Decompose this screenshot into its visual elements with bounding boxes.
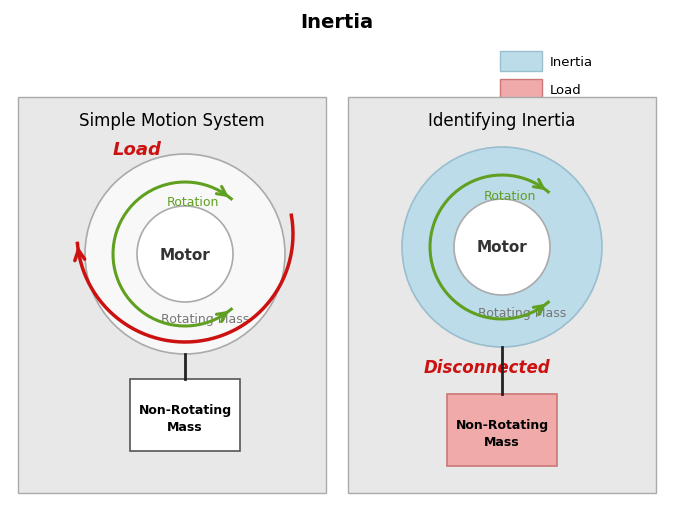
Text: Disconnected: Disconnected bbox=[424, 358, 550, 376]
Text: Non-Rotating: Non-Rotating bbox=[456, 419, 549, 432]
FancyBboxPatch shape bbox=[18, 98, 326, 493]
Circle shape bbox=[137, 207, 233, 302]
Text: Load: Load bbox=[113, 141, 162, 159]
Text: Rotating Mass: Rotating Mass bbox=[478, 306, 566, 319]
FancyBboxPatch shape bbox=[500, 80, 542, 100]
FancyBboxPatch shape bbox=[447, 394, 557, 466]
Text: Mass: Mass bbox=[484, 436, 520, 448]
Text: Motor: Motor bbox=[477, 240, 527, 255]
Circle shape bbox=[454, 199, 550, 295]
Text: Non-Rotating: Non-Rotating bbox=[138, 403, 232, 417]
Circle shape bbox=[85, 155, 285, 355]
Text: Rotation: Rotation bbox=[166, 196, 219, 209]
Text: Inertia: Inertia bbox=[301, 13, 373, 31]
Text: Rotating Mass: Rotating Mass bbox=[161, 313, 249, 326]
Text: Identifying Inertia: Identifying Inertia bbox=[428, 112, 576, 130]
FancyBboxPatch shape bbox=[500, 52, 542, 72]
FancyBboxPatch shape bbox=[130, 379, 240, 451]
Text: Inertia: Inertia bbox=[550, 56, 593, 68]
FancyBboxPatch shape bbox=[348, 98, 656, 493]
Text: Simple Motion System: Simple Motion System bbox=[79, 112, 265, 130]
Text: Load: Load bbox=[550, 83, 582, 96]
Circle shape bbox=[402, 147, 602, 347]
Text: Mass: Mass bbox=[167, 421, 203, 434]
Text: Motor: Motor bbox=[160, 247, 210, 262]
Text: Rotation: Rotation bbox=[484, 189, 537, 202]
